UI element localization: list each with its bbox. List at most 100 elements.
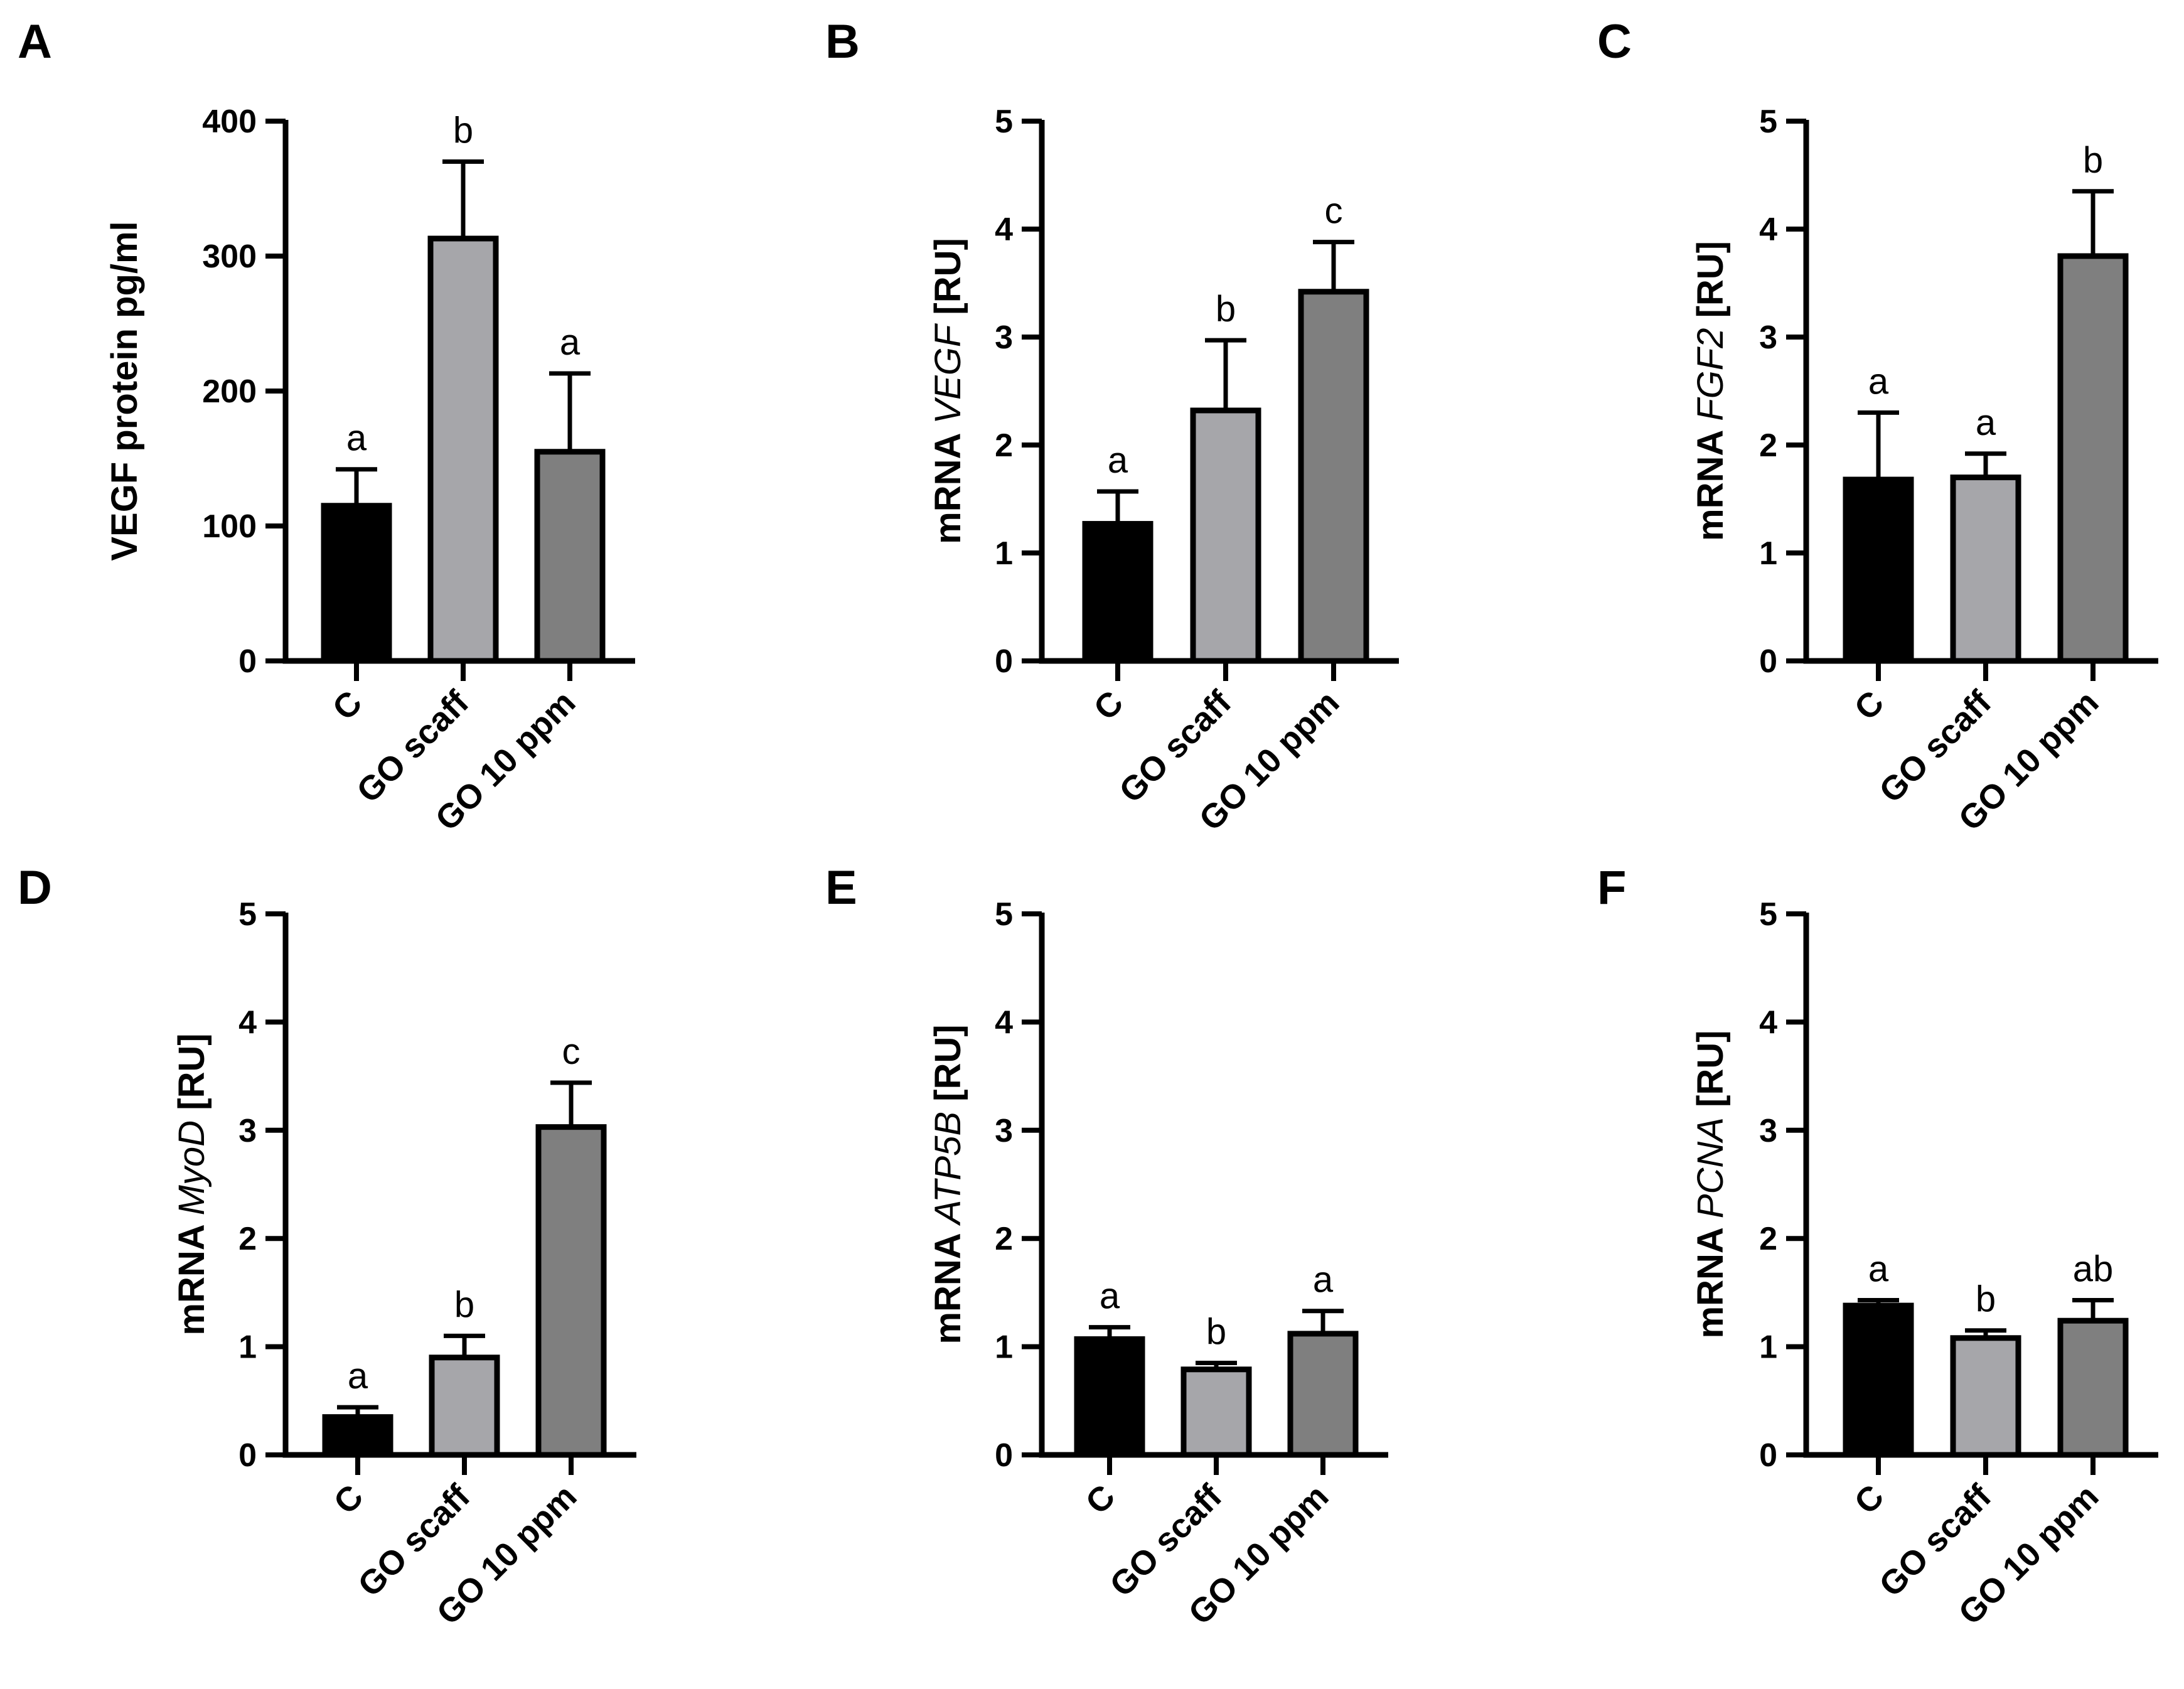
bar [427,235,499,664]
bar [1180,1366,1252,1458]
y-tick-label: 4 [238,1004,257,1041]
significance-label: a [1100,1276,1120,1317]
bar [321,503,392,664]
panel-letter: A [18,15,52,68]
y-axis-label: mRNA MyoD [RU] [171,1033,212,1335]
y-tick-label: 1 [995,535,1013,572]
y-tick-label: 3 [238,1113,257,1149]
significance-label: a [560,322,581,363]
y-tick-label: 1 [1759,1329,1777,1366]
y-tick-label: 4 [1759,212,1777,248]
y-axis-label-gene: VEGF [928,323,968,424]
y-tick-label: 0 [1759,1437,1777,1474]
y-tick-label: 0 [238,1437,257,1474]
y-tick-label: 1 [238,1329,257,1366]
significance-label: a [1976,402,1996,443]
y-tick-label: 0 [1759,643,1777,680]
y-tick-label: 5 [995,104,1013,140]
bar [1843,476,1914,664]
y-axis-label-gene: FGF2 [1690,328,1731,421]
significance-label: a [1108,440,1128,481]
y-axis-label: mRNA VEGF [RU] [928,238,968,544]
y-axis-label-suffix: [RU] [1690,1031,1731,1118]
bar [534,449,606,664]
bar [1950,475,2021,664]
y-tick-label: 3 [1759,1113,1777,1149]
x-tick-label: C [326,1477,370,1521]
x-tick-label: C [1847,1477,1891,1521]
significance-label: c [1325,191,1343,232]
y-tick-label: 0 [995,1437,1013,1474]
y-axis-label-prefix: mRNA [1690,421,1731,541]
significance-label: a [1868,361,1889,402]
panel-letter: D [18,861,52,914]
panel-letter: E [825,861,857,914]
y-tick-label: 2 [1759,427,1777,464]
x-tick-label: C [325,684,369,727]
y-tick-label: 400 [202,104,257,140]
x-tick-label: C [1078,1477,1122,1521]
y-tick-label: 4 [1759,1004,1777,1041]
y-axis-label-prefix: mRNA [928,1224,968,1344]
bar [1190,407,1261,664]
bar [1287,1331,1359,1458]
panel-letter: F [1597,861,1626,914]
y-axis-label: mRNA PCNA [RU] [1690,1031,1731,1339]
y-tick-label: 200 [202,373,257,410]
y-axis-label: mRNA FGF2 [RU] [1690,241,1731,541]
y-tick-label: 0 [238,643,257,680]
significance-label: b [454,1284,474,1325]
y-tick-label: 4 [995,212,1013,248]
y-tick-label: 2 [995,427,1013,464]
y-tick-label: 0 [995,643,1013,680]
bar [535,1124,607,1458]
y-axis-label-gene: MyoD [171,1120,212,1215]
y-tick-label: 4 [995,1004,1013,1041]
y-axis-label-gene: ATP5B [928,1112,968,1226]
significance-label: b [453,110,473,151]
y-axis-label-prefix: mRNA [928,424,968,544]
panel-letter: B [825,15,860,68]
bar [1950,1335,2021,1458]
y-tick-label: 5 [1759,896,1777,933]
significance-label: b [2083,140,2103,181]
x-tick-label: C [1086,684,1130,727]
significance-label: a [1313,1260,1334,1300]
significance-label: b [1976,1279,1996,1320]
y-tick-label: 1 [1759,535,1777,572]
y-tick-label: 5 [238,896,257,933]
y-tick-label: 3 [1759,319,1777,356]
y-axis-label-suffix: [RU] [928,238,968,325]
y-axis-label-suffix: [RU] [171,1033,212,1120]
significance-label: b [1216,289,1236,330]
bar [1082,521,1154,664]
y-tick-label: 100 [202,508,257,545]
y-tick-label: 1 [995,1329,1013,1366]
significance-label: b [1206,1311,1226,1352]
y-tick-label: 3 [995,319,1013,356]
y-tick-label: 2 [1759,1221,1777,1257]
significance-label: a [1868,1248,1889,1289]
significance-label: ab [2073,1248,2114,1289]
y-tick-label: 5 [995,896,1013,933]
significance-label: a [346,418,367,459]
y-axis-label-prefix: mRNA [171,1215,212,1335]
y-axis-label-gene: PCNA [1690,1117,1731,1218]
y-axis-label: VEGF protein pg/ml [104,221,145,560]
y-tick-label: 2 [238,1221,257,1257]
panel-letter: C [1597,15,1632,68]
bar [1074,1336,1145,1458]
y-tick-label: 5 [1759,104,1777,140]
bar [322,1414,393,1458]
significance-label: a [348,1356,368,1397]
bar [2057,253,2129,664]
bar [429,1354,500,1458]
y-axis-label-prefix: mRNA [1690,1218,1731,1338]
